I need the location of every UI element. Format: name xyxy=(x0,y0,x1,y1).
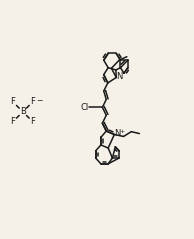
Text: Cl: Cl xyxy=(80,103,88,112)
Text: +: + xyxy=(119,129,124,134)
Text: F: F xyxy=(30,97,35,106)
Text: F: F xyxy=(10,97,15,106)
Text: N: N xyxy=(117,72,123,81)
Text: F: F xyxy=(10,117,15,126)
Text: N: N xyxy=(115,129,121,138)
Text: F: F xyxy=(30,117,35,126)
Text: −: − xyxy=(36,96,42,105)
Text: B: B xyxy=(20,107,26,116)
